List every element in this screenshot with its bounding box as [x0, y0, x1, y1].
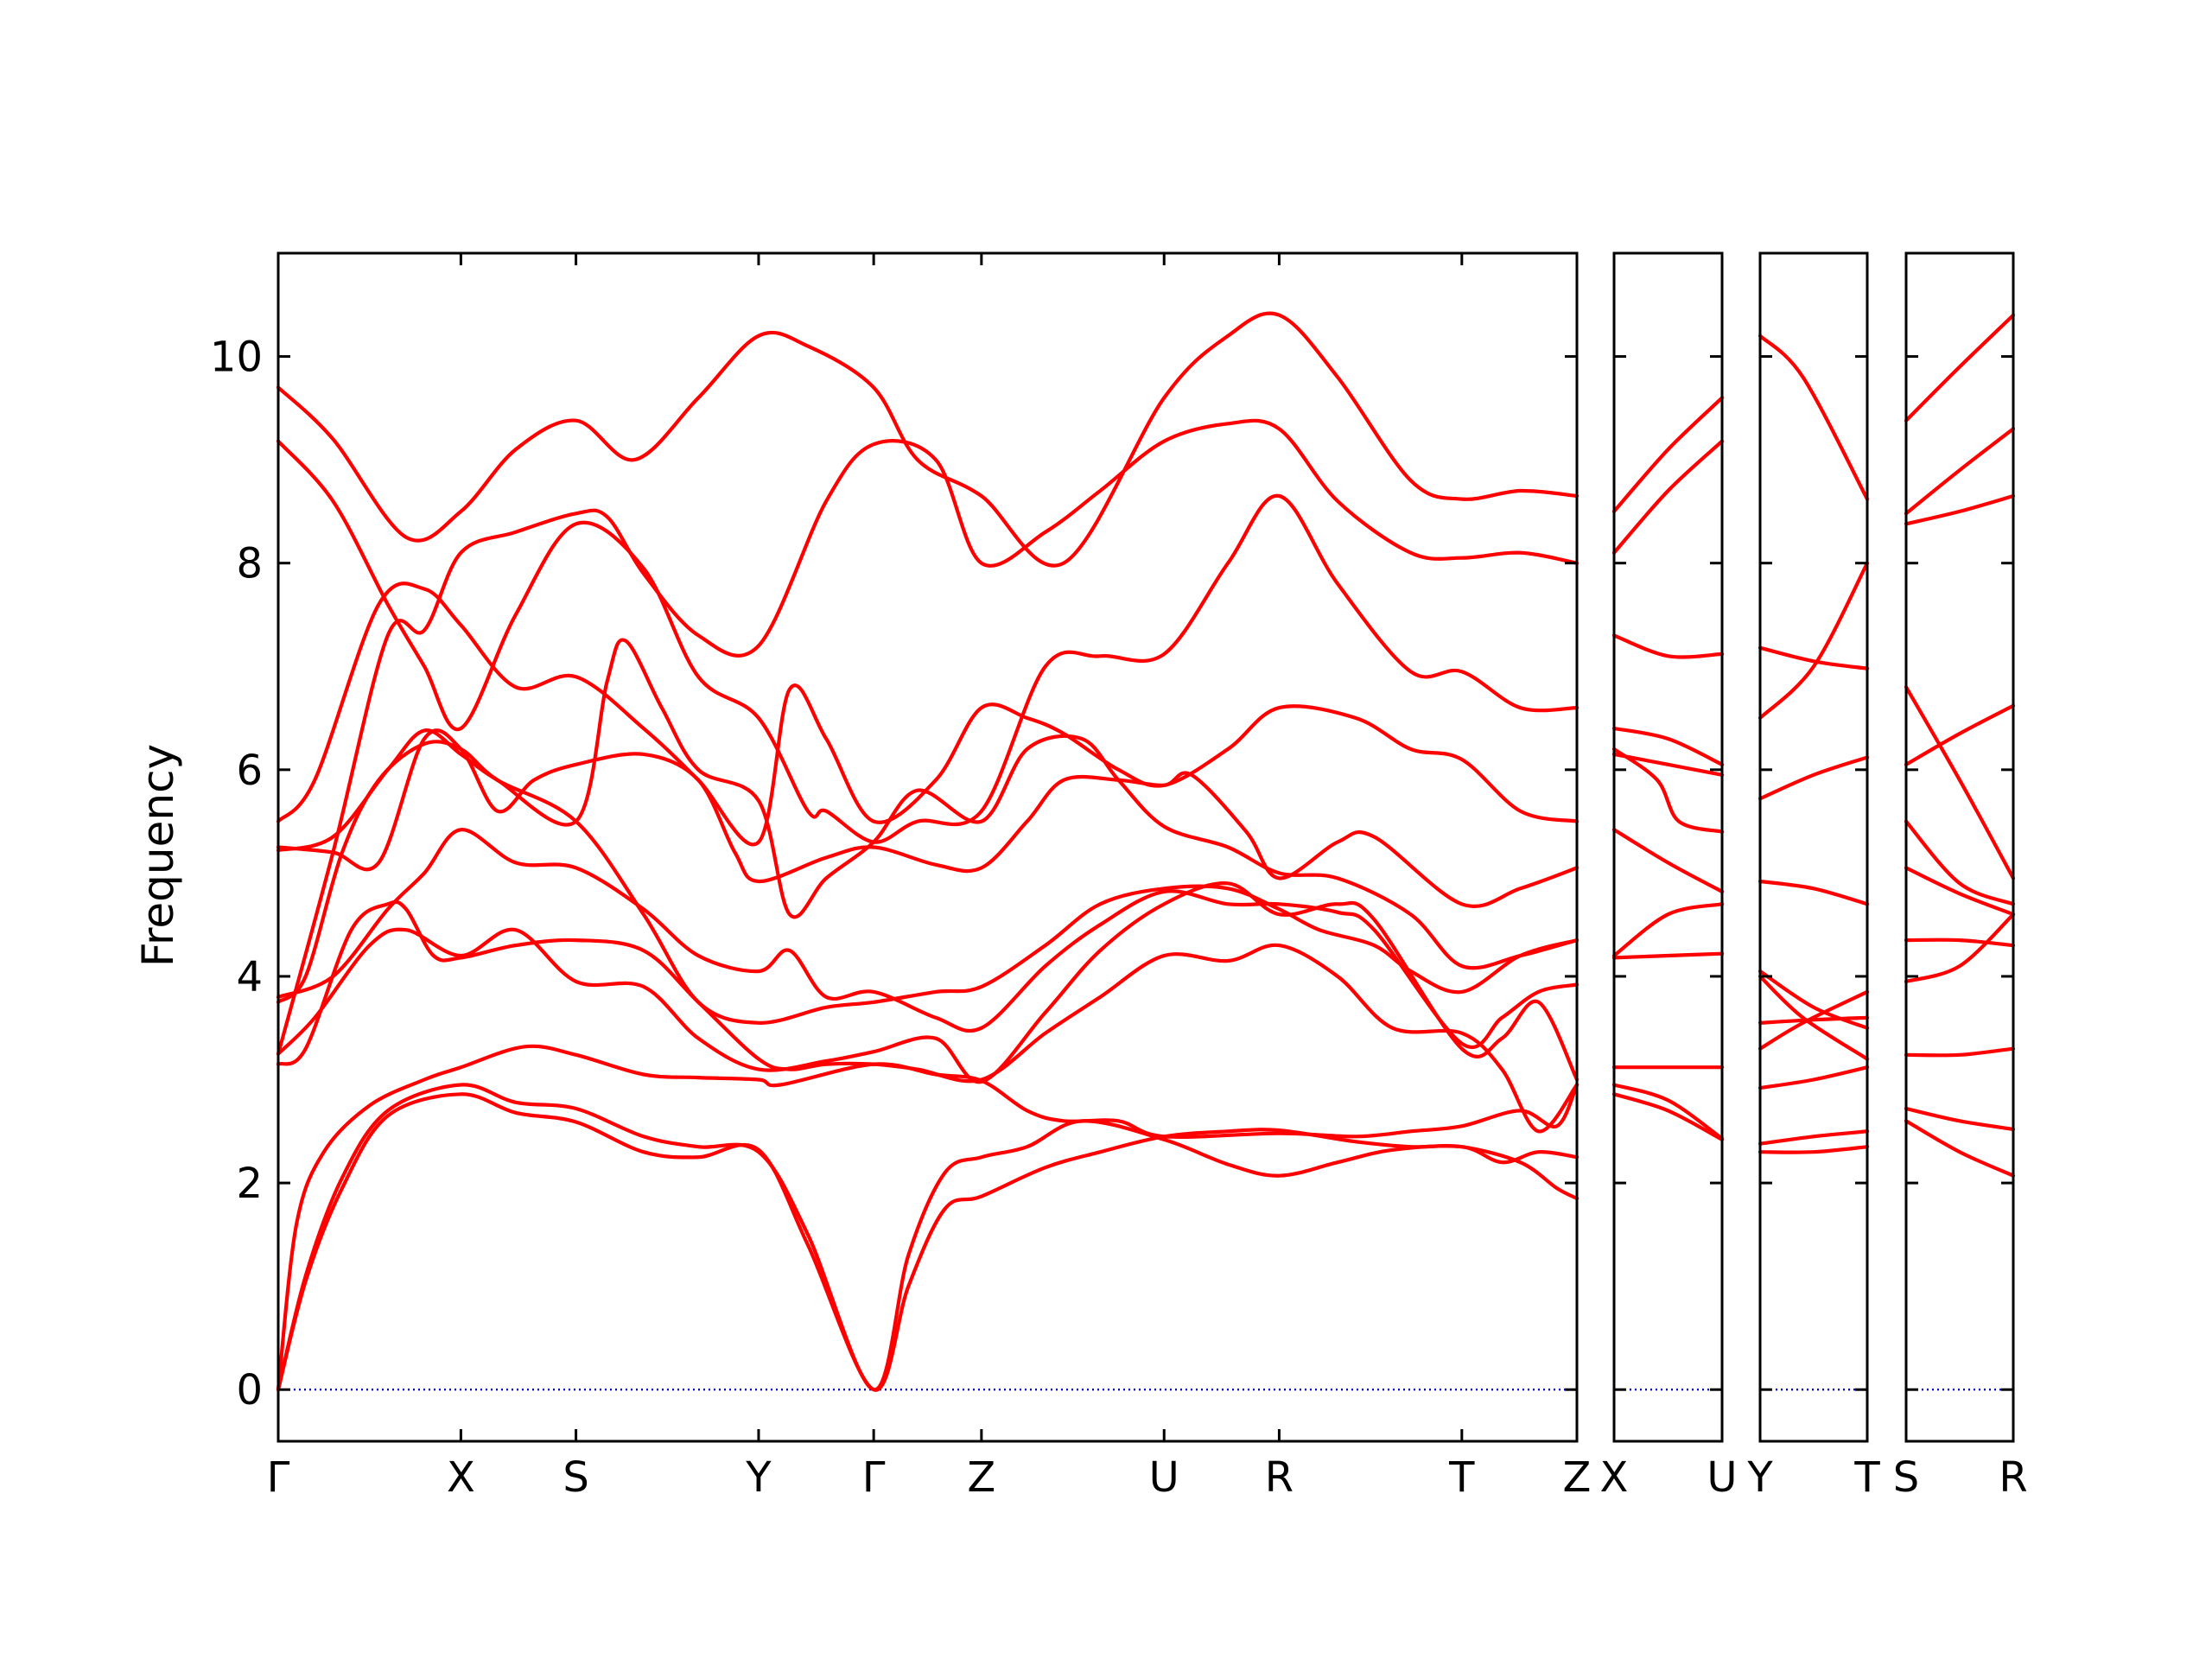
band-8: [1904, 703, 2016, 766]
band-7: [1758, 974, 1870, 1061]
band-4: [1611, 951, 1725, 960]
band-5: [1758, 1015, 1870, 1025]
band-8: [1611, 752, 1725, 777]
x-tick-label-X: X: [1600, 1453, 1629, 1502]
y-tick-label: 10: [210, 334, 263, 382]
band-10: [276, 582, 1580, 847]
band-1: [1758, 1145, 1870, 1154]
panel-frame: [1758, 251, 1869, 1443]
x-tick-label-Z: Z: [967, 1453, 995, 1502]
band-7: [1904, 819, 2016, 906]
panel-frame: [1904, 251, 2015, 1443]
band-10: [1611, 633, 1725, 659]
band-9: [1611, 726, 1725, 766]
band-12: [1611, 396, 1725, 513]
band-5: [1904, 938, 2016, 948]
x-tick-label-T: T: [1448, 1453, 1475, 1502]
band-1: [276, 1092, 1580, 1392]
x-tick-label-U: U: [1149, 1453, 1179, 1502]
y-tick-label: 8: [236, 540, 263, 588]
band-4: [1904, 912, 2016, 983]
panel-main: 0 2 4 6 8 10 Γ X S Y Γ Z U R T Z: [210, 251, 1592, 1502]
band-11: [1758, 645, 1870, 671]
band-3: [1758, 1065, 1870, 1090]
x-tick-label-X: X: [447, 1453, 475, 1502]
panel-frame: [1612, 251, 1724, 1443]
x-tick-label-Y: Y: [1746, 1453, 1773, 1502]
band-6: [276, 828, 1580, 1050]
x-tick-label-S: S: [1893, 1453, 1919, 1502]
band-4: [1758, 989, 1870, 1051]
x-tick-label-Γ: Γ: [862, 1453, 886, 1502]
band-9: [276, 638, 1580, 970]
band-2: [1904, 1106, 2016, 1131]
band-5: [276, 881, 1580, 1084]
panel-frame: [276, 251, 1579, 1443]
band-3: [276, 1044, 1580, 1392]
band-11: [1611, 439, 1725, 555]
band-11: [276, 418, 1580, 1056]
x-tick-label-Y: Y: [745, 1453, 772, 1502]
band-6: [1904, 866, 2016, 917]
band-1: [1611, 1092, 1725, 1141]
band-10: [1904, 493, 2016, 526]
y-tick-label: 0: [236, 1366, 263, 1414]
band-9: [1904, 685, 2016, 880]
x-tick-label-R: R: [1265, 1453, 1294, 1502]
x-tick-label-U: U: [1707, 1453, 1737, 1502]
band-6: [1758, 969, 1870, 1030]
x-tick-label-S: S: [563, 1453, 588, 1502]
x-tick-label-Γ: Γ: [267, 1453, 290, 1502]
band-9: [1758, 755, 1870, 801]
band-2: [1611, 1083, 1725, 1141]
band-12: [276, 439, 1580, 844]
x-tick-label-T: T: [1853, 1453, 1880, 1502]
band-5: [1611, 902, 1725, 958]
x-tick-label-R: R: [1999, 1453, 2027, 1502]
band-7: [1611, 747, 1725, 834]
band-11: [1904, 427, 2016, 516]
y-tick-label: 6: [236, 747, 263, 795]
band-4: [276, 899, 1580, 1134]
band-3: [1904, 1046, 2016, 1058]
x-tick-label-Z: Z: [1563, 1453, 1592, 1502]
band-13: [276, 311, 1580, 568]
band-8: [1758, 879, 1870, 906]
band-1: [1904, 1119, 2016, 1178]
y-tick-label: 2: [236, 1160, 263, 1208]
band-10: [1758, 561, 1870, 721]
band-6: [1611, 828, 1725, 893]
band-12: [1904, 313, 2016, 423]
y-axis-label: Frequency: [133, 744, 183, 967]
band-7: [276, 740, 1580, 1025]
band-2: [276, 1083, 1580, 1392]
y-tick-label: 4: [236, 953, 263, 1001]
band-2: [1758, 1129, 1870, 1146]
band-12: [1758, 334, 1870, 501]
